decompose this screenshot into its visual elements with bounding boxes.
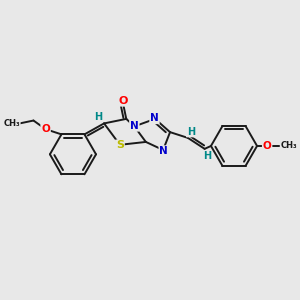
Text: H: H <box>94 112 102 122</box>
Text: S: S <box>116 140 124 150</box>
Text: N: N <box>150 113 159 123</box>
Text: N: N <box>159 146 168 156</box>
Text: O: O <box>118 96 128 106</box>
Text: CH₃: CH₃ <box>280 142 297 151</box>
Text: N: N <box>130 121 139 131</box>
Text: H: H <box>203 151 211 161</box>
Text: O: O <box>263 141 272 151</box>
Text: O: O <box>41 124 50 134</box>
Text: CH₃: CH₃ <box>3 119 20 128</box>
Text: H: H <box>187 127 195 136</box>
